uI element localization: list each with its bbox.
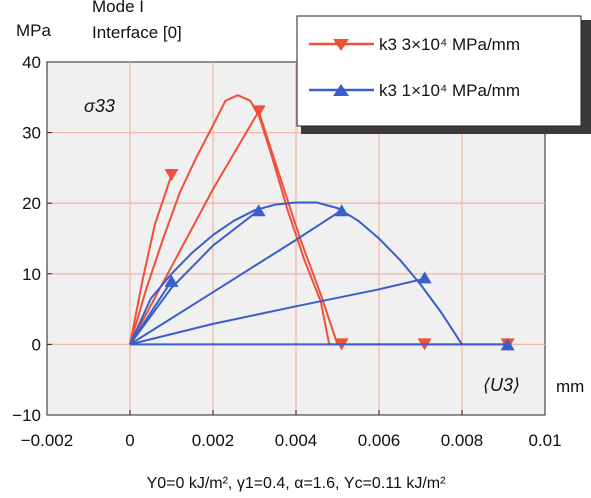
legend-marker-red (333, 39, 349, 51)
series-red-curve (129, 174, 173, 345)
y-tick-label: 20 (22, 194, 41, 213)
y-tick-label: 40 (22, 53, 41, 72)
chart-title: Mode I (92, 0, 144, 16)
figure-caption: Y0=0 kJ/m², γ1=0.4, α=1.6, Yc=0.11 kJ/m² (147, 475, 447, 492)
series-red-marker (164, 168, 179, 181)
series-blue-curve (129, 209, 260, 345)
x-tick-label: 0.006 (358, 431, 401, 450)
y-tick-label: −10 (12, 406, 41, 425)
y-tick-label: 0 (32, 335, 41, 354)
legend-box (296, 15, 582, 127)
y-axis-unit-label: MPa (16, 21, 52, 40)
series-layer (129, 94, 515, 351)
axis-ticks: −0.002 0 0.002 0.004 0.006 0.008 0.01 −10 0 10 20 3… (12, 53, 561, 450)
series-blue-marker (251, 204, 266, 217)
series-blue-marker (417, 271, 432, 284)
chart-subtitle: Interface [0] (92, 23, 182, 42)
x-tick-label: 0.01 (528, 431, 561, 450)
legend: k3 3×10⁴ MPa/mm k3 1×10⁴ MPa/mm (296, 15, 591, 134)
series-blue-marker (334, 204, 349, 217)
series-blue-marker (500, 338, 515, 351)
series-blue-curve (129, 209, 343, 346)
series-red-curve (129, 94, 331, 345)
x-tick-label: 0 (125, 431, 134, 450)
x-tick-label: −0.002 (21, 431, 73, 450)
legend-marker-blue (333, 84, 349, 96)
series-red-curve (129, 110, 339, 345)
x-axis-unit-label: mm (556, 377, 584, 396)
x-tick-label: 0.002 (192, 431, 235, 450)
x-tick-label: 0.008 (441, 431, 484, 450)
stress-symbol-label: σ33 (84, 96, 115, 116)
displacement-symbol-label: ⟨U3⟩ (483, 375, 520, 395)
series-red-marker (251, 105, 266, 118)
legend-entry-soft: k3 1×10⁴ MPa/mm (309, 81, 520, 100)
series-blue-curve (129, 201, 463, 345)
x-tick-label: 0.004 (275, 431, 318, 450)
series-blue-curve (129, 277, 425, 346)
y-tick-label: 10 (22, 265, 41, 284)
legend-label-blue: k3 1×10⁴ MPa/mm (379, 81, 520, 100)
legend-label-red: k3 3×10⁴ MPa/mm (379, 35, 520, 54)
legend-entry-stiff: k3 3×10⁴ MPa/mm (309, 35, 520, 54)
y-tick-label: 30 (22, 124, 41, 143)
series-blue-marker (164, 274, 179, 287)
